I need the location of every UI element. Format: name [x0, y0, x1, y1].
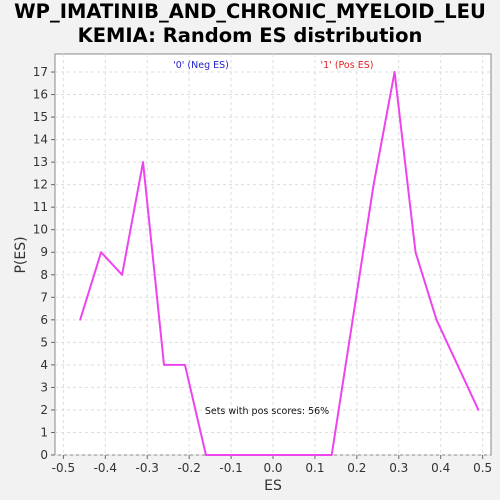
y-tick-label: 3: [40, 380, 48, 394]
x-tick-label: -0.3: [136, 461, 159, 475]
y-tick-label: 6: [40, 313, 48, 327]
y-tick-label: 14: [33, 133, 48, 147]
data-point: [372, 183, 375, 186]
data-point: [100, 251, 102, 254]
x-tick-label: -0.4: [94, 461, 117, 475]
x-tick-label: 0.4: [431, 461, 450, 475]
x-axis-label: ES: [264, 478, 282, 494]
y-tick-label: 8: [40, 268, 48, 282]
x-tick-label: -0.2: [177, 461, 200, 475]
data-point: [351, 319, 354, 321]
x-tick-label: -0.1: [219, 461, 242, 475]
x-tick-label: 0.3: [389, 461, 408, 475]
data-point: [268, 454, 270, 456]
y-tick-label: 13: [33, 155, 48, 169]
y-tick-label: 7: [40, 290, 48, 304]
y-tick-label: 15: [33, 110, 48, 124]
y-tick-label: 2: [40, 403, 48, 417]
data-point: [247, 454, 249, 456]
data-point: [205, 454, 207, 456]
data-point: [477, 409, 480, 411]
y-tick-label: 9: [40, 245, 48, 259]
x-tick-label: 0.1: [305, 461, 324, 475]
data-point: [330, 454, 333, 456]
legend-neg-es: '0' (Neg ES): [173, 60, 229, 71]
data-point: [309, 454, 312, 456]
data-point: [121, 273, 123, 276]
legend-pos-es: '1' (Pos ES): [321, 60, 374, 71]
x-tick-label: 0.0: [263, 461, 282, 475]
data-point: [435, 319, 438, 321]
y-tick-label: 12: [33, 178, 48, 192]
chart-title: WP_IMATINIB_AND_CHRONIC_MYELOID_LEU KEMI…: [0, 0, 500, 48]
y-tick-label: 0: [40, 448, 48, 462]
series: [79, 71, 480, 456]
x-ticks: -0.5 -0.4 -0.3 -0.2 -0.1 0.0 0.1 0.2 0.3 0.4 0.5: [52, 455, 492, 475]
x-tick-label: 0.2: [347, 461, 366, 475]
data-point: [184, 364, 186, 366]
y-tick-label: 16: [33, 88, 48, 102]
data-point: [142, 161, 144, 163]
data-point: [393, 71, 396, 73]
x-tick-label: 0.5: [473, 461, 492, 475]
x-tick-label: -0.5: [52, 461, 75, 475]
y-tick-label: 11: [33, 200, 48, 214]
data-point: [163, 364, 165, 366]
data-point: [414, 251, 417, 254]
y-tick-label: 4: [40, 358, 48, 372]
y-tick-label: 10: [33, 223, 48, 237]
y-axis-label: P(ES): [13, 236, 29, 273]
pos-score-annotation: Sets with pos scores: 56%: [205, 406, 329, 417]
y-tick-label: 5: [40, 335, 48, 349]
data-point: [226, 454, 228, 456]
grid: [55, 54, 491, 456]
chart-title-line-1: WP_IMATINIB_AND_CHRONIC_MYELOID_LEU: [14, 0, 486, 23]
y-tick-label: 17: [33, 65, 48, 79]
y-tick-label: 1: [40, 425, 48, 439]
data-point: [79, 319, 81, 321]
chart-title-line-2: KEMIA: Random ES distribution: [77, 24, 423, 47]
data-point: [288, 454, 291, 456]
